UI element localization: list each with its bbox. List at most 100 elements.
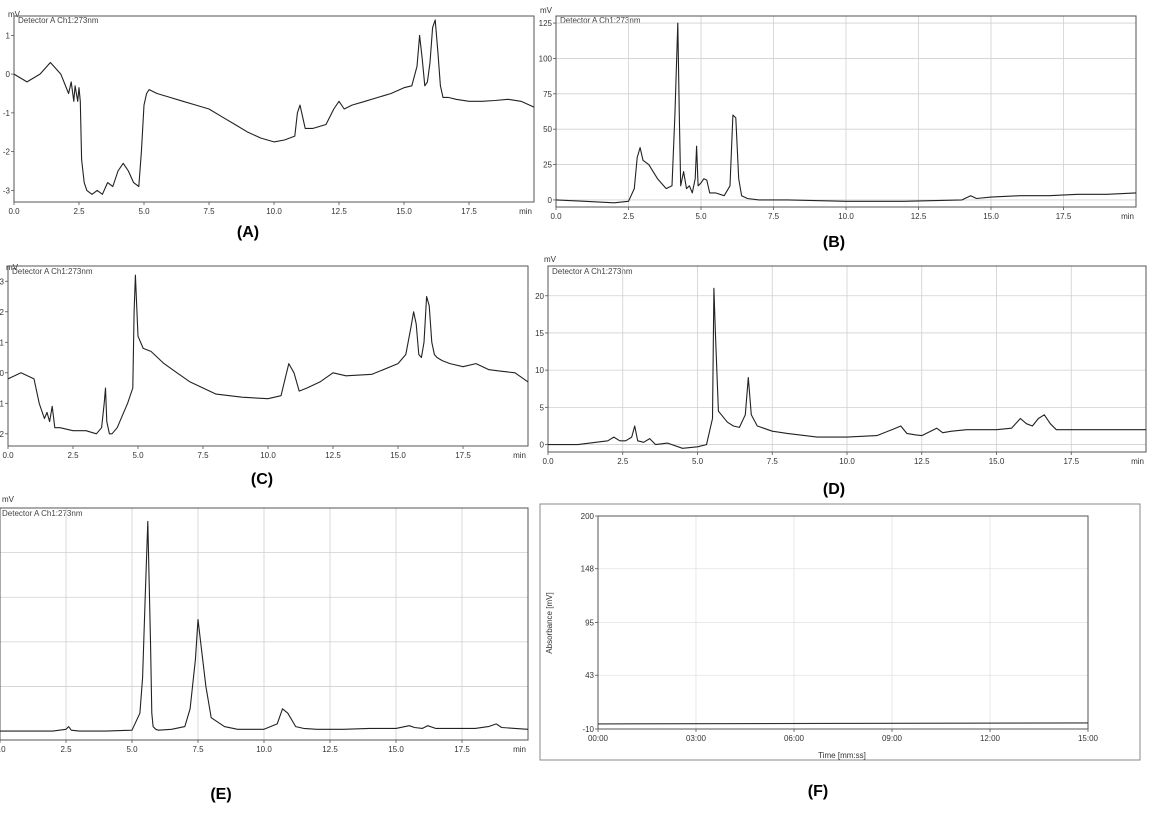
y-unit: mV: [2, 495, 15, 504]
y-tick-label: 5: [540, 403, 545, 412]
y-tick-label: -10: [582, 725, 594, 734]
plot-frame: [7, 265, 529, 447]
x-tick-label: 12:00: [980, 734, 1001, 743]
y-unit: mV: [544, 255, 557, 264]
y-tick-label: 200: [581, 512, 595, 521]
x-tick-label: 2.5: [623, 212, 635, 221]
x-tick-label: 06:00: [784, 734, 805, 743]
series-line: [597, 722, 1089, 725]
chart-E: Detector A Ch1:273nm mV (E) 0.0 2.5 5.0 7.5…: [0, 495, 529, 803]
y-unit: mV: [6, 263, 19, 272]
y-tick-label: 0: [0, 369, 5, 378]
y-tick-label: -3: [3, 186, 11, 195]
x-tick-label: 15.0: [390, 451, 406, 460]
y-tick-label: -1: [0, 399, 5, 408]
series-line: [13, 19, 535, 195]
x-tick-label: 15.0: [983, 212, 999, 221]
x-tick-label: 7.5: [203, 207, 215, 216]
x-tick-label: 0.0: [2, 451, 14, 460]
y-tick-label: -2: [0, 430, 5, 439]
y-tick-label: 148: [581, 565, 595, 574]
chart-header: Detector A Ch1:273nm: [2, 509, 83, 518]
x-tick-label: 0.0: [0, 745, 6, 754]
chart-C: Detector A Ch1:273nm mV (C) 0.0 2.5 5.0 7.5…: [0, 263, 529, 488]
x-tick-label: 17.5: [455, 451, 471, 460]
x-tick-label: 15.0: [396, 207, 412, 216]
chart-header: Detector A Ch1:273nm: [18, 16, 99, 25]
y-tick-label: 1: [0, 338, 5, 347]
x-tick-label: 10.0: [839, 457, 855, 466]
x-tick-label: 17.5: [461, 207, 477, 216]
x-tick-label: 17.5: [454, 745, 470, 754]
x-tick-label: 7.5: [192, 745, 204, 754]
panel-label: (B): [823, 234, 845, 251]
y-tick-label: 100: [539, 54, 553, 63]
y-unit: mV: [540, 6, 553, 15]
x-tick-label: 17.5: [1063, 457, 1079, 466]
x-tick-label: 2.5: [73, 207, 85, 216]
x-unit: min: [1131, 457, 1144, 466]
x-unit: min: [519, 207, 532, 216]
x-unit: min: [513, 745, 526, 754]
x-tick-label: 7.5: [768, 212, 780, 221]
x-tick-label: 12.5: [322, 745, 338, 754]
series-line: [7, 274, 529, 435]
x-tick-label: 5.0: [692, 457, 704, 466]
panel-frame: [539, 503, 1141, 761]
x-tick-label: 03:00: [686, 734, 707, 743]
y-tick-label: 0: [548, 196, 553, 205]
y-tick-label: 75: [543, 90, 552, 99]
x-tick-label: 0.0: [550, 212, 562, 221]
y-tick-label: 0: [540, 441, 545, 450]
x-tick-label: 7.5: [767, 457, 779, 466]
x-tick-label: 5.0: [695, 212, 707, 221]
x-tick-label: 7.5: [197, 451, 209, 460]
chart-header: Detector A Ch1:273nm: [560, 16, 641, 25]
series-line: [555, 22, 1137, 204]
panel-label: (F): [808, 783, 828, 800]
chart-A: Detector A Ch1:273nm mV (A) 0.0 2.5 5.0 7.5…: [3, 10, 535, 241]
y-tick-label: 2: [0, 308, 5, 317]
x-tick-label: 5.0: [126, 745, 138, 754]
x-axis-label: Time [mm:ss]: [818, 751, 866, 760]
plot-frame: [13, 15, 535, 203]
x-tick-label: 00:00: [588, 734, 609, 743]
panel-label: (A): [237, 224, 259, 241]
x-tick-label: 17.5: [1056, 212, 1072, 221]
x-tick-label: 15.0: [388, 745, 404, 754]
y-tick-label: 15: [535, 329, 544, 338]
chart-F: Time [mm:ss] Absorbance [mV] (F) 00:00 03…: [539, 503, 1141, 800]
chart-D: Detector A Ch1:273nm mV (D) 0.0 2.5 5.0 7.5…: [535, 255, 1147, 498]
x-tick-label: 2.5: [617, 457, 629, 466]
series-line: [548, 287, 1146, 449]
chart-B: Detector A Ch1:273nm mV (B) 0.0 2.5 5.0 7.5…: [539, 6, 1137, 251]
y-tick-label: 125: [539, 19, 553, 28]
x-tick-label: 10.0: [266, 207, 282, 216]
x-tick-label: 0.0: [542, 457, 554, 466]
y-axis-label: Absorbance [mV]: [545, 592, 554, 653]
chart-header: Detector A Ch1:273nm: [12, 267, 93, 276]
x-tick-label: 15:00: [1078, 734, 1099, 743]
x-unit: min: [1121, 212, 1134, 221]
x-unit: min: [513, 451, 526, 460]
x-tick-label: 12.5: [331, 207, 347, 216]
x-tick-label: 12.5: [911, 212, 927, 221]
y-tick-label: 3: [0, 277, 5, 286]
x-tick-label: 09:00: [882, 734, 903, 743]
x-tick-label: 2.5: [67, 451, 79, 460]
y-tick-label: 1: [6, 31, 11, 40]
y-tick-label: -2: [3, 148, 11, 157]
x-tick-label: 5.0: [138, 207, 150, 216]
series-line: [0, 520, 529, 732]
x-tick-label: 15.0: [989, 457, 1005, 466]
x-tick-label: 5.0: [132, 451, 144, 460]
panel-label: (C): [251, 471, 273, 488]
y-tick-label: 50: [543, 125, 552, 134]
x-tick-label: 10.0: [260, 451, 276, 460]
y-tick-label: 0: [6, 70, 11, 79]
panel-label: (D): [823, 481, 845, 498]
x-tick-label: 12.5: [914, 457, 930, 466]
chart-header: Detector A Ch1:273nm: [552, 267, 633, 276]
y-tick-label: 43: [585, 671, 594, 680]
